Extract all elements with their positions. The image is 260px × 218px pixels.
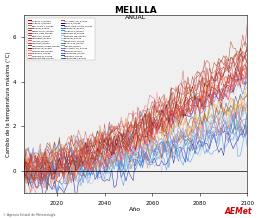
X-axis label: Año: Año bbox=[129, 208, 142, 213]
Legend: ACCESS1.0_RCP85, ACCESS1.3_RCP85, BCC-CSM1.1_RCP85, BNUESM_RCP85, CNRM-CM5A_RCP8: ACCESS1.0_RCP85, ACCESS1.3_RCP85, BCC-CS… bbox=[27, 18, 95, 60]
Y-axis label: Cambio de la temperatura máxima (°C): Cambio de la temperatura máxima (°C) bbox=[5, 51, 11, 157]
Text: ANUAL: ANUAL bbox=[125, 15, 146, 20]
Text: © Agencia Estatal de Meteorología: © Agencia Estatal de Meteorología bbox=[3, 213, 55, 217]
Text: AEMet: AEMet bbox=[225, 207, 252, 216]
Title: MELILLA: MELILLA bbox=[114, 5, 157, 15]
